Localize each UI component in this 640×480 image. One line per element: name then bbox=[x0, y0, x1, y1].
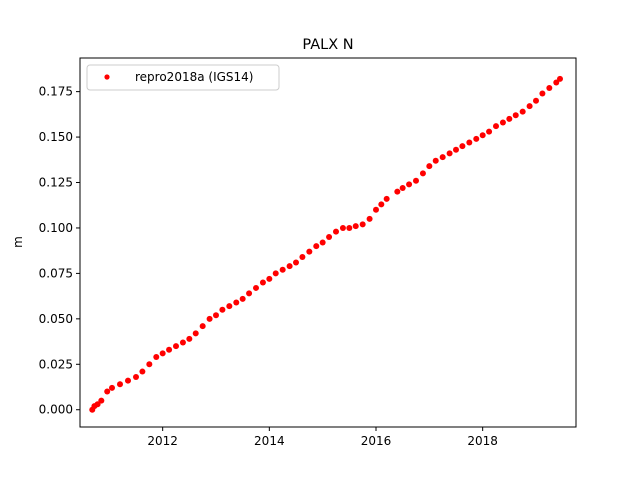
data-points bbox=[89, 75, 563, 413]
data-point bbox=[286, 263, 293, 270]
data-point bbox=[373, 206, 379, 213]
y-tick-label: 0.150 bbox=[39, 130, 73, 144]
data-point bbox=[519, 108, 526, 115]
data-point bbox=[125, 377, 131, 384]
data-point bbox=[139, 368, 146, 375]
data-point bbox=[499, 119, 506, 126]
y-tick-label: 0.050 bbox=[39, 312, 73, 326]
data-point bbox=[339, 224, 346, 231]
data-point bbox=[117, 381, 123, 388]
data-point bbox=[546, 84, 553, 91]
legend: repro2018a (IGS14) bbox=[86, 64, 280, 91]
data-point bbox=[506, 115, 513, 122]
data-point bbox=[326, 234, 333, 241]
legend-label: repro2018a (IGS14) bbox=[135, 70, 253, 84]
x-axis-ticks: 2012 2014 2016 2018 bbox=[147, 427, 498, 448]
data-point bbox=[199, 323, 206, 330]
data-point bbox=[359, 221, 366, 228]
data-point bbox=[279, 266, 286, 273]
data-point bbox=[146, 361, 153, 368]
x-tick-label: 2018 bbox=[467, 434, 498, 448]
data-point bbox=[333, 228, 339, 235]
data-point bbox=[153, 354, 160, 361]
data-point bbox=[352, 223, 359, 230]
legend-box bbox=[86, 64, 280, 91]
axes-frame bbox=[79, 57, 577, 428]
data-point bbox=[293, 259, 299, 266]
data-point bbox=[486, 128, 493, 135]
data-point bbox=[432, 157, 439, 164]
data-point bbox=[272, 270, 279, 277]
data-point bbox=[246, 290, 253, 297]
data-point bbox=[179, 339, 186, 346]
data-point bbox=[383, 195, 390, 202]
y-tick-label: 0.125 bbox=[39, 176, 73, 190]
data-point bbox=[459, 143, 466, 150]
data-point bbox=[526, 103, 533, 110]
data-point bbox=[173, 343, 179, 350]
data-point bbox=[473, 135, 480, 142]
data-point bbox=[133, 374, 139, 381]
data-point bbox=[159, 350, 166, 357]
data-point bbox=[406, 181, 413, 188]
data-point bbox=[553, 79, 560, 86]
data-point bbox=[306, 248, 313, 255]
data-point bbox=[453, 146, 459, 153]
data-point bbox=[346, 224, 353, 231]
data-point bbox=[253, 284, 259, 291]
y-tick-label: 0.100 bbox=[39, 221, 73, 235]
data-point bbox=[479, 132, 486, 139]
data-point bbox=[419, 170, 426, 177]
data-point bbox=[104, 388, 111, 395]
data-point bbox=[313, 243, 320, 250]
data-point bbox=[378, 201, 385, 208]
data-point bbox=[206, 315, 213, 322]
data-point bbox=[319, 239, 326, 246]
data-point bbox=[426, 163, 433, 170]
y-tick-label: 0.075 bbox=[39, 266, 73, 280]
data-point bbox=[226, 303, 233, 310]
data-point bbox=[466, 139, 473, 146]
y-tick-label: 0.025 bbox=[39, 357, 73, 371]
y-tick-label: 0.175 bbox=[39, 85, 73, 99]
data-point bbox=[299, 254, 306, 261]
data-point bbox=[394, 188, 401, 195]
chart-title: PALX N bbox=[302, 37, 353, 53]
data-point bbox=[233, 299, 240, 306]
x-tick-label: 2012 bbox=[147, 434, 178, 448]
data-point bbox=[186, 335, 193, 342]
data-point bbox=[399, 184, 406, 191]
y-axis-title: m bbox=[11, 236, 25, 248]
x-tick-label: 2014 bbox=[254, 434, 285, 448]
data-point bbox=[446, 150, 453, 157]
data-point bbox=[213, 312, 219, 319]
data-point bbox=[557, 75, 563, 82]
legend-marker bbox=[104, 74, 110, 80]
x-tick-label: 2016 bbox=[361, 434, 392, 448]
data-point bbox=[239, 295, 246, 302]
data-point bbox=[109, 384, 115, 391]
data-point bbox=[219, 306, 226, 313]
data-point bbox=[94, 401, 101, 408]
data-point bbox=[259, 279, 266, 286]
data-point bbox=[493, 123, 499, 130]
data-point bbox=[512, 112, 519, 119]
data-point bbox=[166, 346, 173, 353]
data-point bbox=[98, 397, 105, 404]
data-point bbox=[439, 154, 446, 161]
data-point bbox=[533, 97, 539, 104]
data-point bbox=[413, 177, 419, 184]
plot-area bbox=[79, 57, 577, 428]
data-point bbox=[539, 90, 546, 97]
data-point bbox=[366, 215, 373, 222]
data-point bbox=[192, 330, 199, 337]
data-point bbox=[266, 275, 273, 282]
y-axis-ticks: 0.000 0.025 0.050 0.075 0.100 0.125 0.150 0.175 bbox=[39, 85, 80, 417]
y-tick-label: 0.000 bbox=[39, 403, 73, 417]
